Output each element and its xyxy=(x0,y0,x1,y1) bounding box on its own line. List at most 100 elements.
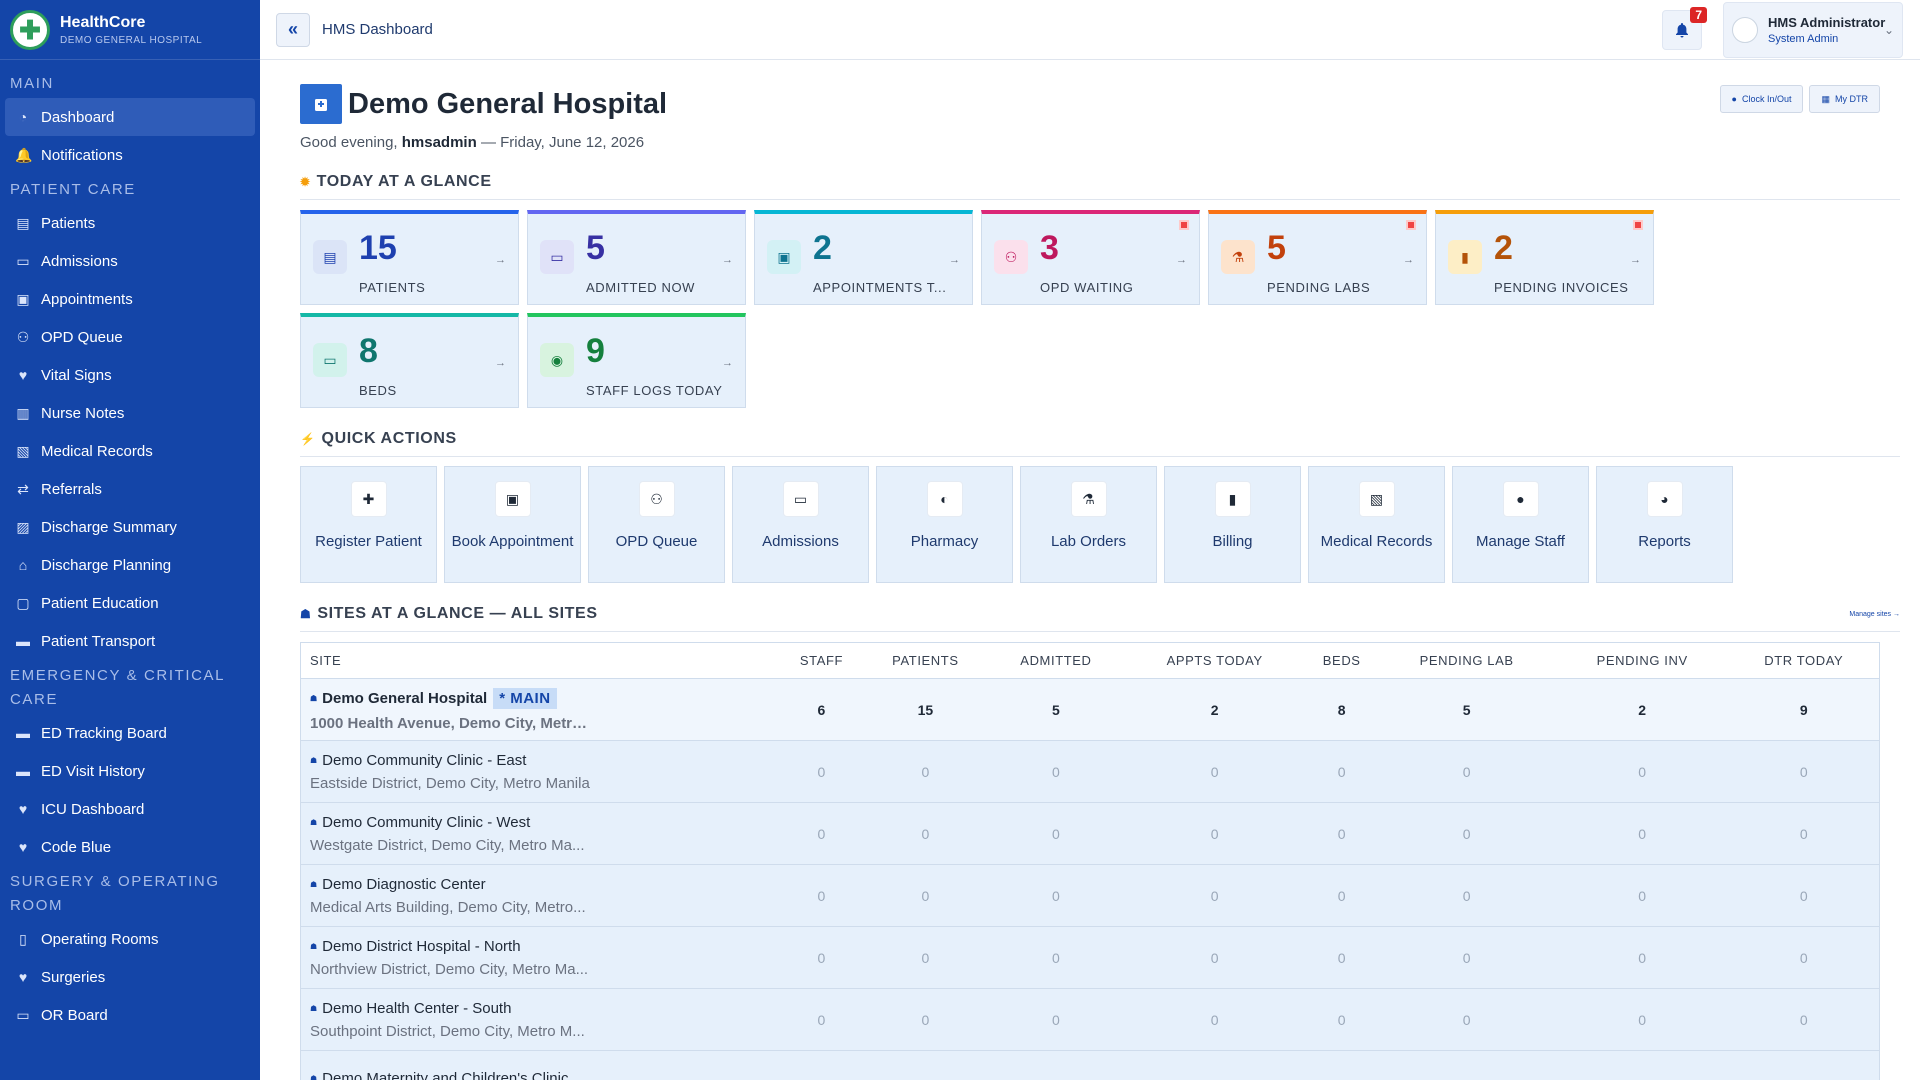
notifications-button[interactable]: 7 xyxy=(1662,7,1707,50)
quick-action-reports[interactable]: ◕ Reports xyxy=(1596,466,1733,583)
stat-card-patients[interactable]: ▤ 15 PATIENTS → xyxy=(300,210,519,305)
breadcrumb[interactable]: HMS Dashboard xyxy=(322,21,433,38)
sidebar-item-label: ICU Dashboard xyxy=(41,800,145,818)
quick-action-opd-queue[interactable]: ⚇ OPD Queue xyxy=(588,466,725,583)
column-header-pending-lab[interactable]: PENDING LAB xyxy=(1377,642,1556,679)
sidebar-item-notifications[interactable]: 🔔 Notifications xyxy=(5,136,255,174)
stat-card-beds[interactable]: ▭ 8 BEDS → xyxy=(300,313,519,408)
site-name[interactable]: ☗ Demo Community Clinic - East xyxy=(310,752,781,769)
site-name[interactable]: ☗ Demo Maternity and Children's Clinic xyxy=(310,1070,781,1080)
stat-card-appointments-t[interactable]: ▣ 2 APPOINTMENTS T... → xyxy=(754,210,973,305)
quick-action-pharmacy[interactable]: ◐ Pharmacy xyxy=(876,466,1013,583)
table-cell: 0 xyxy=(780,864,863,927)
table-cell: 0 xyxy=(780,988,863,1051)
calendar-check-icon: ▣ xyxy=(767,240,801,274)
quick-action-label: OPD Queue xyxy=(615,533,698,550)
stat-label: STAFF LOGS TODAY xyxy=(586,383,723,398)
stat-card-pending-invoices[interactable]: ▮ 2 PENDING INVOICES → xyxy=(1435,210,1654,305)
table-cell: 0 xyxy=(1377,988,1556,1051)
clock-in-out-button[interactable]: ● Clock In/Out xyxy=(1719,85,1804,113)
bell-icon: 🔔 xyxy=(15,146,33,163)
sidebar-section-title: EMERGENCY & CRITICAL CARE xyxy=(10,667,225,708)
building-icon: ☗ xyxy=(310,1074,318,1080)
site-name-text: Demo District Hospital - North xyxy=(322,937,521,955)
sidebar-item-discharge-planning[interactable]: ⌂ Discharge Planning xyxy=(5,546,255,584)
site-name[interactable]: ☗ Demo Health Center - South xyxy=(310,1000,781,1017)
site-name[interactable]: ☗ Demo General Hospital * MAIN xyxy=(310,687,781,709)
quick-action-medical-records[interactable]: ▧ Medical Records xyxy=(1308,466,1445,583)
column-header-appts-today[interactable]: APPTS TODAY xyxy=(1123,642,1306,679)
sidebar-item-discharge-summary[interactable]: ▨ Discharge Summary xyxy=(5,508,255,546)
stat-card-opd-waiting[interactable]: ⚇ 3 OPD WAITING → xyxy=(981,210,1200,305)
sidebar-item-opd-queue[interactable]: ⚇ OPD Queue xyxy=(5,318,255,356)
sidebar-item-surgeries[interactable]: ♥ Surgeries xyxy=(5,958,255,996)
my-dtr-button[interactable]: ▦ My DTR xyxy=(1809,85,1880,113)
column-header-admitted[interactable]: ADMITTED xyxy=(988,642,1124,679)
table-cell: 0 xyxy=(1728,740,1880,803)
column-header-pending-inv[interactable]: PENDING INV xyxy=(1555,642,1729,679)
table-cell: 0 xyxy=(862,926,989,989)
table-cell: 0 xyxy=(1377,864,1556,927)
table-row[interactable]: ☗ Demo District Hospital - North Northview… xyxy=(300,926,1880,989)
sun-icon: ✹ xyxy=(300,175,311,189)
building-icon: ☗ xyxy=(310,755,318,765)
sidebar-item-ed-visit-history[interactable]: ▬ ED Visit History xyxy=(5,752,255,790)
quick-action-lab-orders[interactable]: ⚗ Lab Orders xyxy=(1020,466,1157,583)
quick-action-book-appointment[interactable]: ▣ Book Appointment xyxy=(444,466,581,583)
site-name[interactable]: ☗ Demo Diagnostic Center xyxy=(310,876,781,893)
table-row[interactable]: ☗ Demo General Hospital * MAIN 1000 Health … xyxy=(300,678,1880,741)
column-header-site[interactable]: SITE xyxy=(300,642,781,679)
quick-action-admissions[interactable]: ▭ Admissions xyxy=(732,466,869,583)
sidebar-item-medical-records[interactable]: ▧ Medical Records xyxy=(5,432,255,470)
brand[interactable]: ✚ HealthCore DEMO GENERAL HOSPITAL xyxy=(0,0,260,60)
stat-card-staff-logs-today[interactable]: ◉ 9 STAFF LOGS TODAY → xyxy=(527,313,746,408)
sidebar-item-nurse-notes[interactable]: ▥ Nurse Notes xyxy=(5,394,255,432)
table-row[interactable]: ☗ Demo Community Clinic - East Eastside Di… xyxy=(300,740,1880,803)
sidebar-item-code-blue[interactable]: ♥ Code Blue xyxy=(5,828,255,866)
sidebar-item-or-board[interactable]: ▭ OR Board xyxy=(5,996,255,1034)
column-header-dtr-today[interactable]: DTR TODAY xyxy=(1728,642,1880,679)
table-row[interactable]: ☗ Demo Health Center - South Southpoint Di… xyxy=(300,988,1880,1051)
sidebar-item-patient-education[interactable]: ▢ Patient Education xyxy=(5,584,255,622)
table-row[interactable]: ☗ Demo Community Clinic - West Westgate Di… xyxy=(300,802,1880,865)
table-cell: 0 xyxy=(1555,802,1729,865)
stat-label: BEDS xyxy=(359,383,397,398)
sidebar-item-ed-tracking-board[interactable]: ▬ ED Tracking Board xyxy=(5,714,255,752)
table-row[interactable]: ☗ Demo Diagnostic Center Medical Arts Buil… xyxy=(300,864,1880,927)
records-icon: ▧ xyxy=(16,442,30,459)
sidebar-item-patient-transport[interactable]: ▬ Patient Transport xyxy=(5,622,255,660)
sidebar-item-patients[interactable]: ▤ Patients xyxy=(5,204,255,242)
column-header-staff[interactable]: STAFF xyxy=(780,642,863,679)
sidebar-item-dashboard[interactable]: ◔ Dashboard xyxy=(5,98,255,136)
table-cell: 0 xyxy=(1728,988,1880,1051)
column-header-patients[interactable]: PATIENTS xyxy=(862,642,989,679)
stat-card-pending-labs[interactable]: ⚗ 5 PENDING LABS → xyxy=(1208,210,1427,305)
stat-label: APPOINTMENTS T... xyxy=(813,280,947,295)
sidebar-item-icu-dashboard[interactable]: ♥ ICU Dashboard xyxy=(5,790,255,828)
stat-card-admitted-now[interactable]: ▭ 5 ADMITTED NOW → xyxy=(527,210,746,305)
quick-action-manage-staff[interactable]: ● Manage Staff xyxy=(1452,466,1589,583)
sidebar-item-admissions[interactable]: ▭ Admissions xyxy=(5,242,255,280)
sidebar-item-label: Operating Rooms xyxy=(41,930,159,948)
chalkboard-icon: ▢ xyxy=(16,594,30,611)
site-address: Medical Arts Building, Demo City, Metro.… xyxy=(310,898,586,916)
arrow-right-icon: → xyxy=(495,357,506,369)
sidebar-item-referrals[interactable]: ⇄ Referrals xyxy=(5,470,255,508)
sidebar-item-operating-rooms[interactable]: ▯ Operating Rooms xyxy=(5,920,255,958)
site-address: Eastside District, Demo City, Metro Mani… xyxy=(310,774,590,792)
quick-action-register-patient[interactable]: ✚ Register Patient xyxy=(300,466,437,583)
arrow-right-icon: → xyxy=(1176,254,1187,266)
manage-sites-link[interactable]: Manage sites → xyxy=(1849,610,1900,618)
invoice-icon: ▮ xyxy=(1448,240,1482,274)
site-name[interactable]: ☗ Demo Community Clinic - West xyxy=(310,814,781,831)
collapse-sidebar-button[interactable]: « xyxy=(276,12,310,47)
quick-action-billing[interactable]: ▮ Billing xyxy=(1164,466,1301,583)
site-name[interactable]: ☗ Demo District Hospital - North xyxy=(310,938,781,955)
sidebar-item-vital-signs[interactable]: ♥ Vital Signs xyxy=(5,356,255,394)
sidebar: ✚ HealthCore DEMO GENERAL HOSPITAL MAIN ◔… xyxy=(0,0,260,1080)
chevron-down-icon: ⌄ xyxy=(1883,23,1894,37)
column-header-beds[interactable]: BEDS xyxy=(1305,642,1378,679)
user-menu[interactable]: HMS Administrator System Admin ⌄ xyxy=(1723,2,1903,58)
sidebar-item-appointments[interactable]: ▣ Appointments xyxy=(5,280,255,318)
table-row[interactable]: ☗ Demo Maternity and Children's Clinic xyxy=(300,1050,1880,1080)
